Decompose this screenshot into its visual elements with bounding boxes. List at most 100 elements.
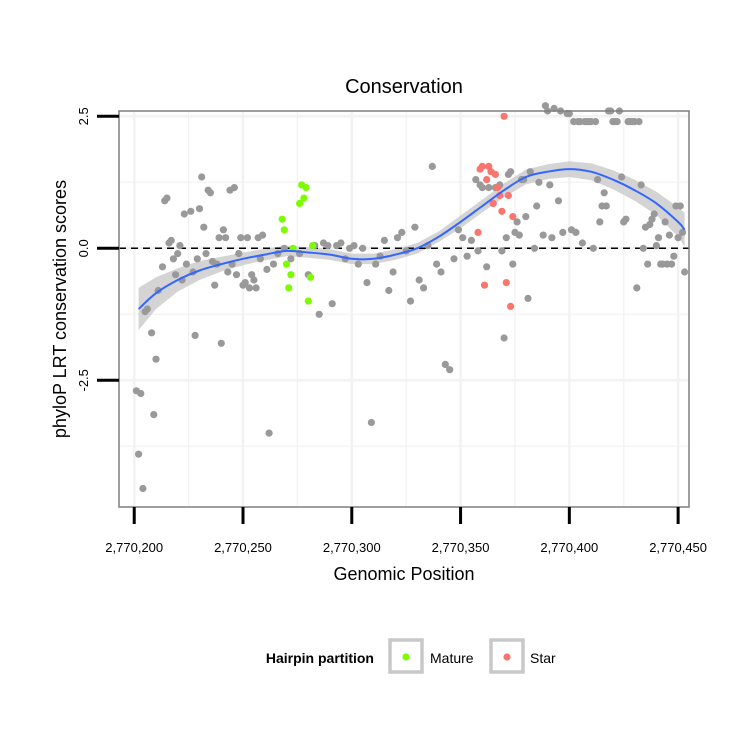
data-point-other (252, 284, 260, 292)
data-point-other (668, 260, 676, 268)
data-point-other (524, 294, 532, 302)
data-point-other (498, 247, 506, 255)
data-point-other (152, 355, 160, 363)
data-point-star (502, 279, 510, 287)
y-axis-title: phyloP LRT conservation scores (50, 180, 70, 438)
data-point-mature (304, 297, 312, 305)
data-point-other (337, 239, 345, 247)
axes: 2,770,200 2,770,250 2,770,300 2,770,350 2,77… (76, 107, 707, 555)
data-point-other (250, 276, 258, 284)
data-point-other (550, 104, 558, 112)
data-point-star (493, 184, 502, 192)
data-point-other (163, 194, 171, 202)
data-point-other (230, 184, 238, 192)
legend-title: Hairpin partition (266, 650, 374, 666)
data-point-other (420, 284, 428, 292)
data-point-other (150, 411, 158, 419)
data-point-other (259, 231, 267, 239)
data-point-other (135, 450, 143, 458)
data-point-other (174, 250, 182, 258)
data-point-other (654, 234, 663, 242)
data-point-other (256, 255, 264, 263)
data-point-other (467, 236, 475, 244)
data-point-star (498, 207, 506, 215)
x-tick-label: 2,770,400 (540, 540, 598, 555)
data-point-other (139, 484, 147, 493)
x-tick-label: 2,770,200 (105, 540, 163, 555)
data-point-other (167, 236, 175, 244)
data-point-other (591, 118, 600, 126)
data-point-star (489, 199, 497, 207)
data-point-mature (282, 260, 291, 268)
data-point-other (217, 339, 225, 347)
data-point-other (137, 389, 145, 398)
data-point-other (143, 305, 151, 313)
data-point-other (535, 178, 543, 186)
data-point-other (678, 228, 687, 236)
data-point-other (406, 297, 415, 305)
data-point-other (219, 226, 227, 234)
data-point-other (372, 260, 380, 268)
data-point-other (287, 255, 295, 263)
data-point-other (367, 418, 375, 427)
data-point-other (398, 228, 406, 236)
chart-title: Conservation (345, 76, 463, 98)
data-point-other (202, 250, 210, 258)
data-point-other (389, 268, 397, 276)
data-point-mature (306, 273, 315, 281)
data-point-other (530, 244, 539, 252)
data-point-other (380, 236, 388, 244)
data-point-star (478, 162, 486, 170)
data-point-other (187, 207, 195, 215)
data-point-other (565, 110, 573, 118)
data-point-other (681, 268, 689, 276)
data-point-star (480, 281, 489, 289)
data-point-other (428, 162, 436, 170)
data-point-other (639, 244, 647, 252)
data-point-other (437, 268, 445, 276)
data-point-other (633, 284, 641, 292)
data-point-other (148, 329, 156, 337)
data-point-other (315, 310, 323, 318)
data-point-mature (300, 194, 308, 202)
data-point-other (211, 281, 219, 289)
data-point-star (509, 213, 517, 221)
data-point-other (650, 210, 658, 218)
data-point-star (483, 176, 491, 184)
data-point-other (594, 176, 602, 184)
data-point-other (206, 189, 214, 197)
data-point-mature (309, 242, 317, 250)
data-point-other (172, 271, 180, 279)
data-point-other (263, 265, 271, 273)
data-point-star (491, 170, 499, 178)
data-point-other (509, 260, 517, 268)
data-point-other (324, 242, 332, 250)
data-point-other (635, 118, 643, 126)
x-tick-label: 2,770,450 (649, 540, 707, 555)
data-point-other (463, 252, 471, 260)
x-tick-label: 2,770,350 (432, 540, 490, 555)
data-point-other (237, 234, 245, 242)
data-point-other (522, 213, 530, 221)
data-point-other (637, 181, 645, 189)
data-point-star (500, 112, 508, 120)
data-point-other (676, 202, 684, 210)
data-point-other (613, 118, 621, 126)
data-point-other (232, 271, 241, 279)
data-point-other (533, 202, 541, 210)
data-point-other (554, 197, 563, 205)
data-point-other (198, 173, 206, 181)
y-tick-label: -2.5 (76, 369, 91, 391)
legend-label-star: Star (530, 650, 556, 666)
data-point-mature (285, 284, 293, 292)
legend-dot-mature (402, 653, 410, 661)
data-point-other (359, 244, 367, 252)
data-point-other (245, 284, 254, 292)
data-point-other (539, 231, 547, 239)
data-point-other (472, 176, 480, 184)
data-point-other (222, 234, 230, 242)
data-point-other (441, 360, 449, 368)
data-point-other (670, 252, 678, 260)
data-point-other (224, 268, 232, 276)
